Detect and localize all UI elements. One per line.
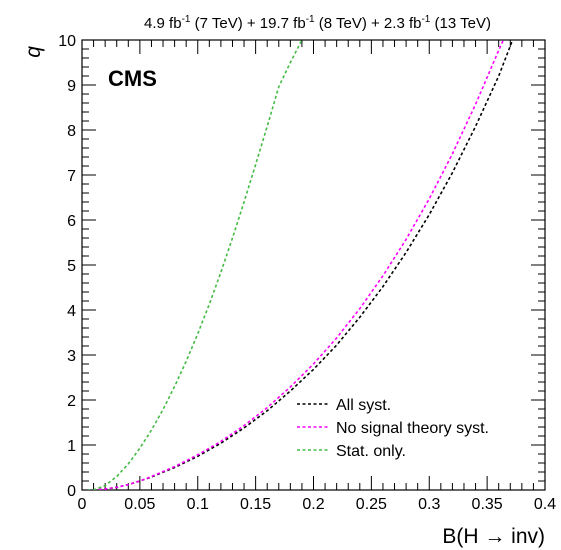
x-tick-label: 0.25 (356, 496, 387, 513)
x-tick-label: 0.2 (302, 496, 324, 513)
title-superscript: -1 (182, 14, 191, 25)
title-part: (7 TeV) + 19.7 fb (190, 15, 305, 32)
title-part: (8 TeV) + 2.3 fb (315, 15, 422, 32)
y-tick-label: 6 (67, 213, 76, 230)
y-tick-label: 0 (67, 483, 76, 500)
title-part: (13 TeV) (430, 15, 491, 32)
x-axis-label: B(H → inv) (442, 525, 545, 548)
legend-label: No signal theory syst. (336, 420, 489, 437)
y-tick-label: 1 (67, 438, 76, 455)
x-tick-label: 0.3 (418, 496, 440, 513)
y-tick-label: 10 (58, 33, 76, 50)
y-tick-label: 3 (67, 348, 76, 365)
series-lines (87, 40, 514, 490)
title-superscript: -1 (306, 14, 315, 25)
x-tick-label: 0.05 (124, 496, 155, 513)
x-tick-label: 0.4 (534, 496, 556, 513)
legend-label: All syst. (336, 397, 391, 414)
legend: All syst. No signal theory syst. Stat. onl… (297, 397, 489, 460)
legend-label: Stat. only. (336, 443, 406, 460)
x-tick-label: 0 (78, 496, 87, 513)
axis-ticks: 0 0.05 0.1 0.15 0.2 0.25 0.3 0.35 0.4 0 1 2 3 4 5 6 7 8 9 1… (58, 33, 556, 513)
y-tick-label: 7 (67, 168, 76, 185)
chart-title-text: 4.9 fb-1 (7 TeV) + 19.7 fb-1 (8 TeV) + 2… (144, 14, 491, 32)
title-superscript: -1 (421, 14, 430, 25)
y-axis-label: q (22, 46, 45, 58)
title-part: 4.9 fb (144, 15, 182, 32)
y-tick-label: 2 (67, 393, 76, 410)
x-tick-label: 0.35 (472, 496, 503, 513)
y-tick-label: 9 (67, 78, 76, 95)
x-tick-label: 0.1 (187, 496, 209, 513)
y-tick-label: 5 (67, 258, 76, 275)
series-line-1 (87, 40, 505, 490)
experiment-label: CMS (108, 66, 157, 91)
x-tick-label: 0.15 (240, 496, 271, 513)
y-tick-label: 8 (67, 123, 76, 140)
y-tick-label: 4 (67, 303, 76, 320)
series-line-0 (87, 40, 514, 490)
chart-title: 4.9 fb-1 (7 TeV) + 19.7 fb-1 (8 TeV) + 2… (144, 14, 491, 32)
series-line-2 (87, 40, 303, 490)
